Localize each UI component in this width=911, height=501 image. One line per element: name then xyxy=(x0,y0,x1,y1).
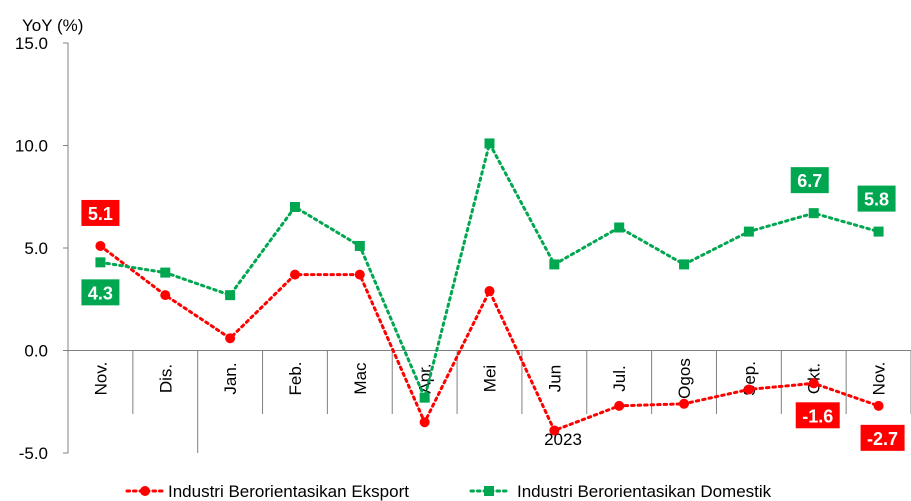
data-point xyxy=(484,138,495,149)
x-group-label-year: 2023 xyxy=(544,430,582,449)
data-label: 4.3 xyxy=(88,283,113,303)
x-tick-label: Dis. xyxy=(156,364,175,393)
y-axis-label: YoY (%) xyxy=(22,16,83,35)
data-point xyxy=(679,259,690,270)
data-point xyxy=(419,417,430,428)
data-point xyxy=(419,392,430,403)
legend-label: Industri Berorientasikan Eksport xyxy=(168,482,409,501)
series-eksport xyxy=(95,240,884,436)
legend: Industri Berorientasikan Eksport Industri… xyxy=(125,482,772,501)
y-tick-label: 5.0 xyxy=(24,239,48,258)
data-point xyxy=(549,425,560,436)
data-label: -2.7 xyxy=(867,429,898,449)
y-tick-label: 10.0 xyxy=(15,137,48,156)
data-point xyxy=(289,202,300,212)
legend-marker xyxy=(484,486,494,496)
data-label-box: 4.3 xyxy=(81,279,120,306)
data-point xyxy=(95,240,106,251)
data-label-background xyxy=(857,185,896,212)
data-label: 6.7 xyxy=(797,171,822,191)
x-tick-label: Ogos xyxy=(675,358,694,399)
data-point xyxy=(160,267,171,278)
data-point xyxy=(354,269,365,280)
x-tick-label: Feb. xyxy=(286,361,305,395)
x-tick-label: Jul. xyxy=(610,365,629,391)
data-point xyxy=(614,222,625,233)
legend-item: Industri Berorientasikan Domestik xyxy=(469,482,772,501)
data-label-box: -2.7 xyxy=(860,424,905,451)
series-line xyxy=(98,139,881,403)
data-point xyxy=(225,333,236,344)
x-tick-label: Apr. xyxy=(416,363,435,393)
legend-label: Industri Berorientasikan Domestik xyxy=(517,482,772,501)
data-point xyxy=(549,259,560,270)
data-label: 5.8 xyxy=(864,190,889,210)
x-tick-label: Nov. xyxy=(870,362,889,396)
y-tick-label: 15.0 xyxy=(15,34,48,53)
data-label: -1.6 xyxy=(802,406,833,426)
data-label-box: 5.8 xyxy=(857,185,896,212)
data-label-box: 5.1 xyxy=(81,199,120,226)
legend-marker xyxy=(140,486,150,496)
data-point xyxy=(873,226,884,237)
data-point xyxy=(808,378,819,389)
data-point xyxy=(873,400,884,411)
x-tick-label: Mei xyxy=(481,365,500,392)
data-label-background xyxy=(790,167,829,194)
series-layer xyxy=(95,138,884,436)
data-point xyxy=(743,384,754,395)
data-point xyxy=(160,290,171,301)
data-point xyxy=(354,240,365,251)
legend-item: Industri Berorientasikan Eksport xyxy=(125,482,409,501)
data-label-box: -1.6 xyxy=(795,402,840,429)
data-point xyxy=(484,286,495,297)
data-point xyxy=(743,226,754,237)
data-label-background xyxy=(81,279,120,306)
data-point xyxy=(679,398,690,409)
x-tick-label: Nov. xyxy=(91,362,110,396)
data-label-box: 6.7 xyxy=(790,167,829,194)
data-point xyxy=(225,290,236,301)
data-point xyxy=(614,400,625,411)
data-point xyxy=(95,257,106,268)
data-label: 5.1 xyxy=(88,204,113,224)
x-tick-label: Mac xyxy=(351,362,370,395)
data-point xyxy=(808,208,819,219)
annotation-layer: 5.1 4.3 6.7 5.8 -1.6 -2.7 xyxy=(81,167,905,451)
series-domestik xyxy=(95,138,884,403)
data-label-background xyxy=(860,424,905,451)
y-tick-label: 0.0 xyxy=(24,342,48,361)
x-tick-label: Jun xyxy=(545,365,564,392)
series-line xyxy=(98,244,881,433)
data-point xyxy=(289,269,300,280)
x-tick-label: Jan. xyxy=(221,362,240,394)
y-tick-label: -5.0 xyxy=(19,444,48,463)
data-label-background xyxy=(795,402,840,429)
data-label-background xyxy=(81,199,120,226)
